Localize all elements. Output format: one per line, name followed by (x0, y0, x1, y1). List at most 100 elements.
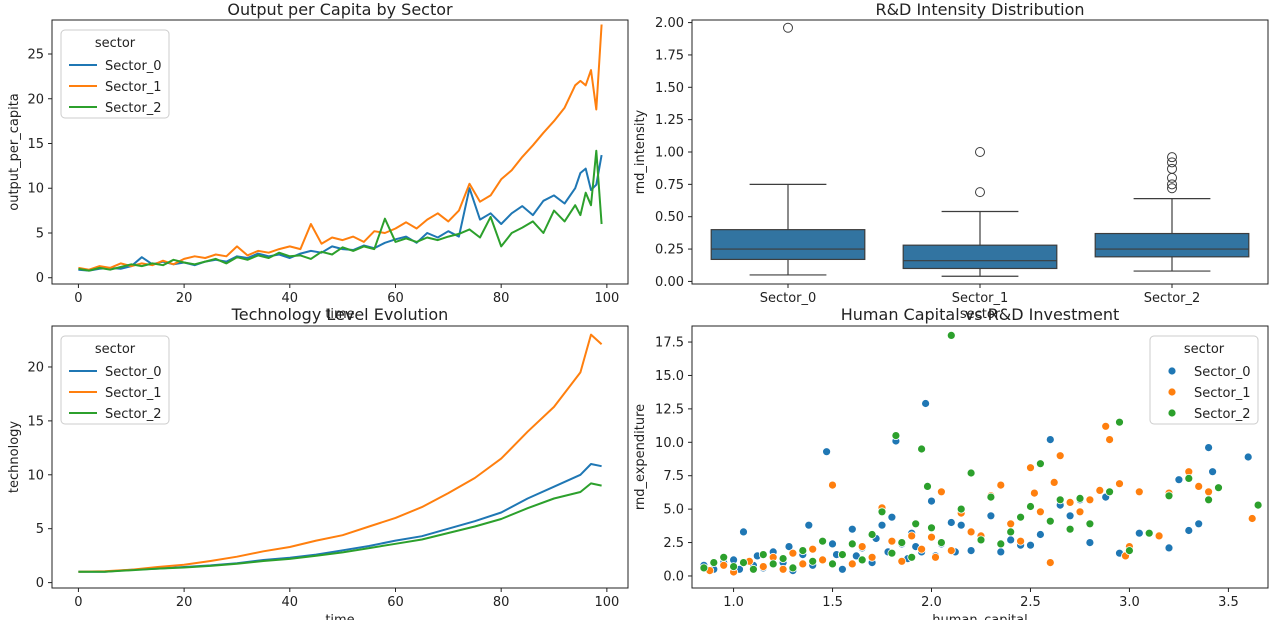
axes-frame (51, 19, 629, 285)
box-iqr (710, 229, 866, 261)
scatter-point (1045, 558, 1055, 567)
scatter-point (838, 550, 847, 559)
scatter-point (1006, 527, 1016, 537)
scatter-point (1204, 487, 1213, 497)
chart-title: Human Capital vs R&D Investment (841, 305, 1120, 324)
scatter-point (719, 552, 729, 562)
x-tick-label: 80 (493, 291, 510, 306)
scatter-point (784, 542, 794, 551)
x-tick-label: 2.5 (1020, 595, 1041, 610)
scatter-point (923, 481, 932, 491)
scatter-point (719, 560, 729, 570)
scatter-point (1115, 417, 1124, 427)
scatter-point (1065, 497, 1075, 507)
scatter-point (847, 539, 857, 549)
scatter-point (897, 538, 907, 547)
scatter-point (1204, 443, 1213, 453)
legend-entry: Sector_0 (1194, 365, 1251, 380)
scatter-point (897, 556, 907, 566)
legend-entry: Sector_0 (105, 59, 162, 74)
scatter-point (966, 527, 976, 537)
scatter-point (828, 539, 837, 549)
y-tick-label: 15.0 (655, 369, 684, 384)
y-tick-label: 17.5 (655, 336, 684, 351)
scatter-point (986, 492, 996, 502)
scatter-point (1105, 487, 1114, 497)
scatter-point (907, 552, 917, 562)
y-tick-label: 7.5 (663, 469, 684, 484)
scatter-point (1006, 535, 1016, 545)
x-tick-label: 1.0 (723, 595, 744, 610)
scatter-point (877, 520, 887, 530)
scatter-point (1036, 530, 1045, 539)
scatter-point (1030, 488, 1039, 498)
legend-frame (60, 335, 170, 425)
scatter-point (927, 532, 936, 542)
scatter-point (1204, 495, 1213, 505)
legend-entry: Sector_2 (105, 407, 162, 422)
scatter-point (921, 399, 930, 408)
scatter-point (808, 556, 818, 566)
y-tick-label: 5.0 (663, 503, 684, 518)
y-tick-label: 15 (27, 137, 44, 152)
y-axis-label: output_per_capita (7, 93, 22, 211)
scatter-point (867, 552, 877, 562)
scatter-point (907, 531, 917, 541)
y-tick-label: 0.00 (655, 275, 684, 290)
scatter-point (822, 447, 831, 457)
scatter-point (986, 511, 996, 521)
legend-title: sector (1184, 342, 1225, 357)
x-tick-label: 0 (74, 595, 82, 610)
scatter-point (1154, 531, 1164, 541)
scatter-point (1194, 519, 1204, 529)
outlier-point (1167, 163, 1177, 174)
outlier-point (975, 147, 985, 157)
scatter-point (828, 559, 837, 569)
x-axis-label: sector (960, 307, 1001, 322)
y-tick-label: 0.25 (655, 243, 684, 258)
scatter-point (1184, 526, 1194, 535)
plot-human-capital-scatter: Human Capital vs R&D Investment human_ca… (633, 305, 1269, 620)
legend-frame (1149, 335, 1259, 425)
scatter-point (1016, 536, 1025, 546)
x-tick-label: 80 (493, 595, 510, 610)
scatter-point (1055, 451, 1065, 461)
scatter-point (966, 468, 976, 478)
series-line (78, 149, 603, 272)
scatter-point (1164, 543, 1174, 553)
scatter-point (788, 548, 798, 558)
plot-technology: Technology Level Evolution time technolo… (7, 305, 629, 620)
scatter-point (699, 563, 709, 573)
y-tick-label: 5 (36, 522, 44, 537)
y-tick-label: 15 (27, 414, 44, 429)
scatter-point (847, 559, 857, 569)
scatter-point (1036, 507, 1045, 517)
legend-entry: Sector_1 (105, 80, 162, 95)
outlier-point (783, 22, 793, 33)
scatter-point (758, 562, 768, 571)
scatter-point (996, 539, 1006, 549)
x-tick-label: 60 (387, 291, 404, 306)
scatter-point (937, 538, 946, 547)
series-line (78, 333, 603, 573)
outlier-point (1167, 157, 1177, 168)
y-tick-label: 1.50 (655, 81, 684, 96)
x-tick-label: 40 (282, 291, 299, 306)
scatter-point (1016, 512, 1025, 522)
scatter-point (1144, 528, 1154, 538)
scatter-point (1045, 516, 1055, 526)
scatter-point (1026, 502, 1035, 511)
x-tick-label: 40 (282, 595, 299, 610)
legend-entry: Sector_0 (105, 365, 162, 380)
outlier-point (1167, 152, 1177, 163)
legend-title: sector (95, 342, 136, 357)
plot-output-per-capita: Output per Capita by Sector time output_… (7, 0, 629, 322)
scatter-point (1085, 538, 1095, 547)
scatter-point (887, 548, 897, 558)
y-tick-label: 25 (27, 48, 44, 63)
scatter-point (1105, 435, 1114, 445)
scatter-point (1049, 477, 1059, 487)
chart-title: R&D Intensity Distribution (875, 0, 1084, 19)
scatter-point (891, 431, 901, 441)
x-axis-label: time (325, 613, 354, 620)
